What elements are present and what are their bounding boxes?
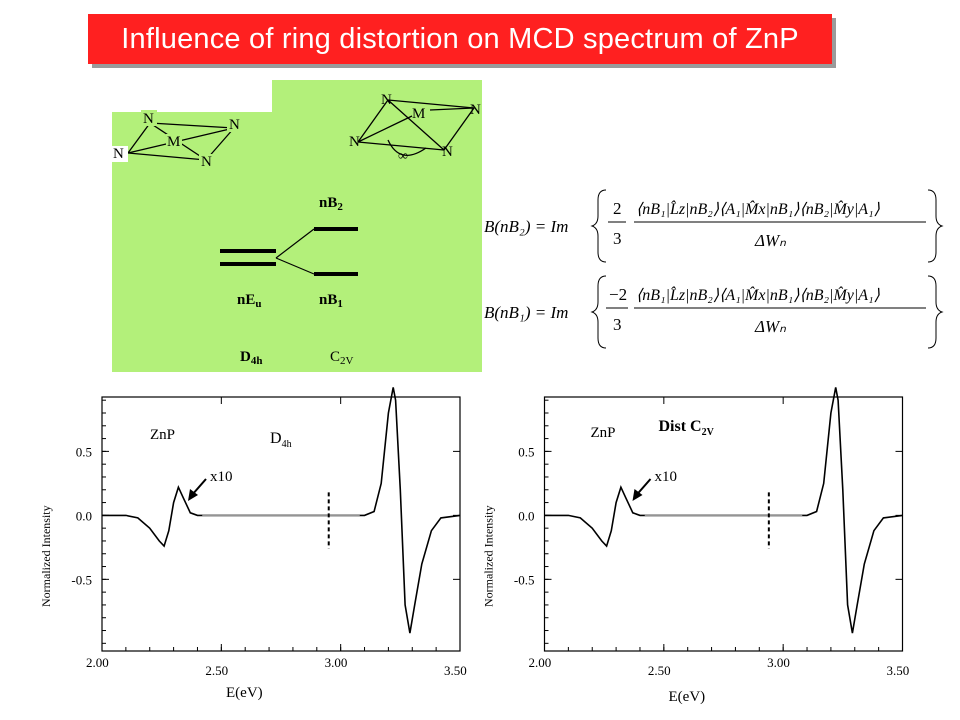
y-axis-label: Normalized Intensity (39, 505, 53, 607)
atom-n: N (113, 146, 124, 162)
y-tick-label: -0.5 (71, 572, 92, 587)
equation-2-numerator: ⟨nB₁|L̂z|nB₂⟩⟨A₁|M̂x|nB₁⟩⟨nB₂|M̂y|A₁⟩ (636, 285, 881, 304)
equation-1-denominator: ΔWₙ (754, 231, 786, 250)
equation-2-coef-den: 3 (613, 315, 622, 334)
equation-2-denominator: ΔWₙ (754, 317, 786, 336)
equations: B(nB₂) = Im 2 3 ⟨nB₁|L̂z|nB₂⟩⟨A₁|M̂x|nB₁… (484, 189, 944, 349)
equation-2-lhs: B(nB₁) = Im (484, 303, 568, 322)
atom-n: N (470, 102, 481, 118)
x-ticks: 2.00 2.50 3.00 3.50 (529, 397, 910, 678)
y-tick-label: 0.0 (518, 508, 534, 523)
level-nb2-label: nB2 (319, 195, 343, 213)
x-tick-label: 3.50 (444, 663, 467, 678)
molecular-diagram: N N N N M N N N N M ∞ nB2 nEu (112, 92, 481, 367)
equation-2-coef-num: −2 (609, 285, 627, 304)
x-tick-label: 2.50 (648, 663, 671, 678)
y-tick-label: 0.0 (76, 508, 92, 523)
y-axis-label: Normalized Intensity (482, 505, 496, 607)
x-tick-label: 3.00 (325, 655, 348, 670)
x-ticks: 2.00 2.50 3.00 3.50 (86, 397, 467, 678)
equation-1-coef-num: 2 (613, 199, 622, 218)
compound-label: ZnP (150, 427, 175, 443)
equation-1-lhs: B(nB₂) = Im (484, 217, 568, 236)
c2v-panel (272, 80, 482, 372)
x-tick-label: 3.50 (887, 663, 910, 678)
symmetry-c2v-label: C2V (330, 349, 354, 367)
equation-1-numerator: ⟨nB₁|L̂z|nB₂⟩⟨A₁|M̂x|nB₁⟩⟨nB₂|M̂y|A₁⟩ (636, 199, 881, 218)
symmetry-label: Dist C2V (659, 418, 715, 438)
atom-n: N (229, 117, 240, 133)
y-tick-label: -0.5 (514, 572, 535, 587)
atom-n: N (349, 134, 360, 150)
d4h-panel (112, 112, 277, 372)
energy-levels (220, 227, 358, 276)
symmetry-label: D4h (270, 430, 292, 450)
arrow-icon (188, 478, 207, 501)
level-neu-label: nEu (237, 292, 261, 310)
angle-symbol: ∞ (398, 149, 408, 164)
atom-n: N (201, 154, 212, 170)
equation-1: B(nB₂) = Im 2 3 ⟨nB₁|L̂z|nB₂⟩⟨A₁|M̂x|nB₁… (484, 189, 944, 263)
equation-2: B(nB₁) = Im −2 3 ⟨nB₁|L̂z|nB₂⟩⟨A₁|M̂x|nB… (484, 275, 944, 349)
plot-frame (101, 396, 461, 652)
atom-n: N (442, 144, 453, 160)
c2v-molecule (357, 99, 475, 156)
atom-n: N (143, 111, 154, 127)
atom-n: N (381, 92, 392, 108)
level-nb1-label: nB1 (319, 292, 343, 310)
compound-label: ZnP (591, 425, 616, 441)
plot-frame (543, 396, 904, 652)
y-ticks: 0.5 0.0 -0.5 (71, 399, 460, 644)
symmetry-d4h-label: D4h (240, 349, 262, 367)
mcd-chart-d4h: 2.002.503.003.50 0.50.0-0.5 ZnP D4h x10 … (39, 387, 467, 701)
x-axis-label: E(eV) (669, 689, 706, 705)
x-tick-label: 2.00 (529, 655, 552, 670)
equation-1-coef-den: 3 (613, 229, 622, 248)
atom-m: M (167, 134, 180, 150)
x-axis-label: E(eV) (226, 685, 263, 701)
title-banner: Influence of ring distortion on MCD spec… (88, 14, 832, 64)
y-ticks: 0.5 0.0 -0.5 (514, 399, 903, 644)
arrow-icon (632, 478, 652, 501)
atom-m: M (412, 106, 425, 122)
data-series (102, 387, 461, 634)
page-title: Influence of ring distortion on MCD spec… (121, 22, 799, 55)
y-tick-label: 0.5 (518, 444, 534, 459)
x10-label: x10 (210, 469, 233, 485)
x-tick-label: 2.00 (86, 655, 109, 670)
mcd-chart-c2v: 2.00 2.50 3.00 3.50 0.5 0.0 -0.5 ZnP Dist C2V… (482, 387, 910, 705)
y-tick-label: 0.5 (76, 444, 92, 459)
x10-label: x10 (655, 469, 678, 485)
x-tick-label: 2.50 (205, 663, 228, 678)
x-tick-label: 3.00 (767, 655, 790, 670)
